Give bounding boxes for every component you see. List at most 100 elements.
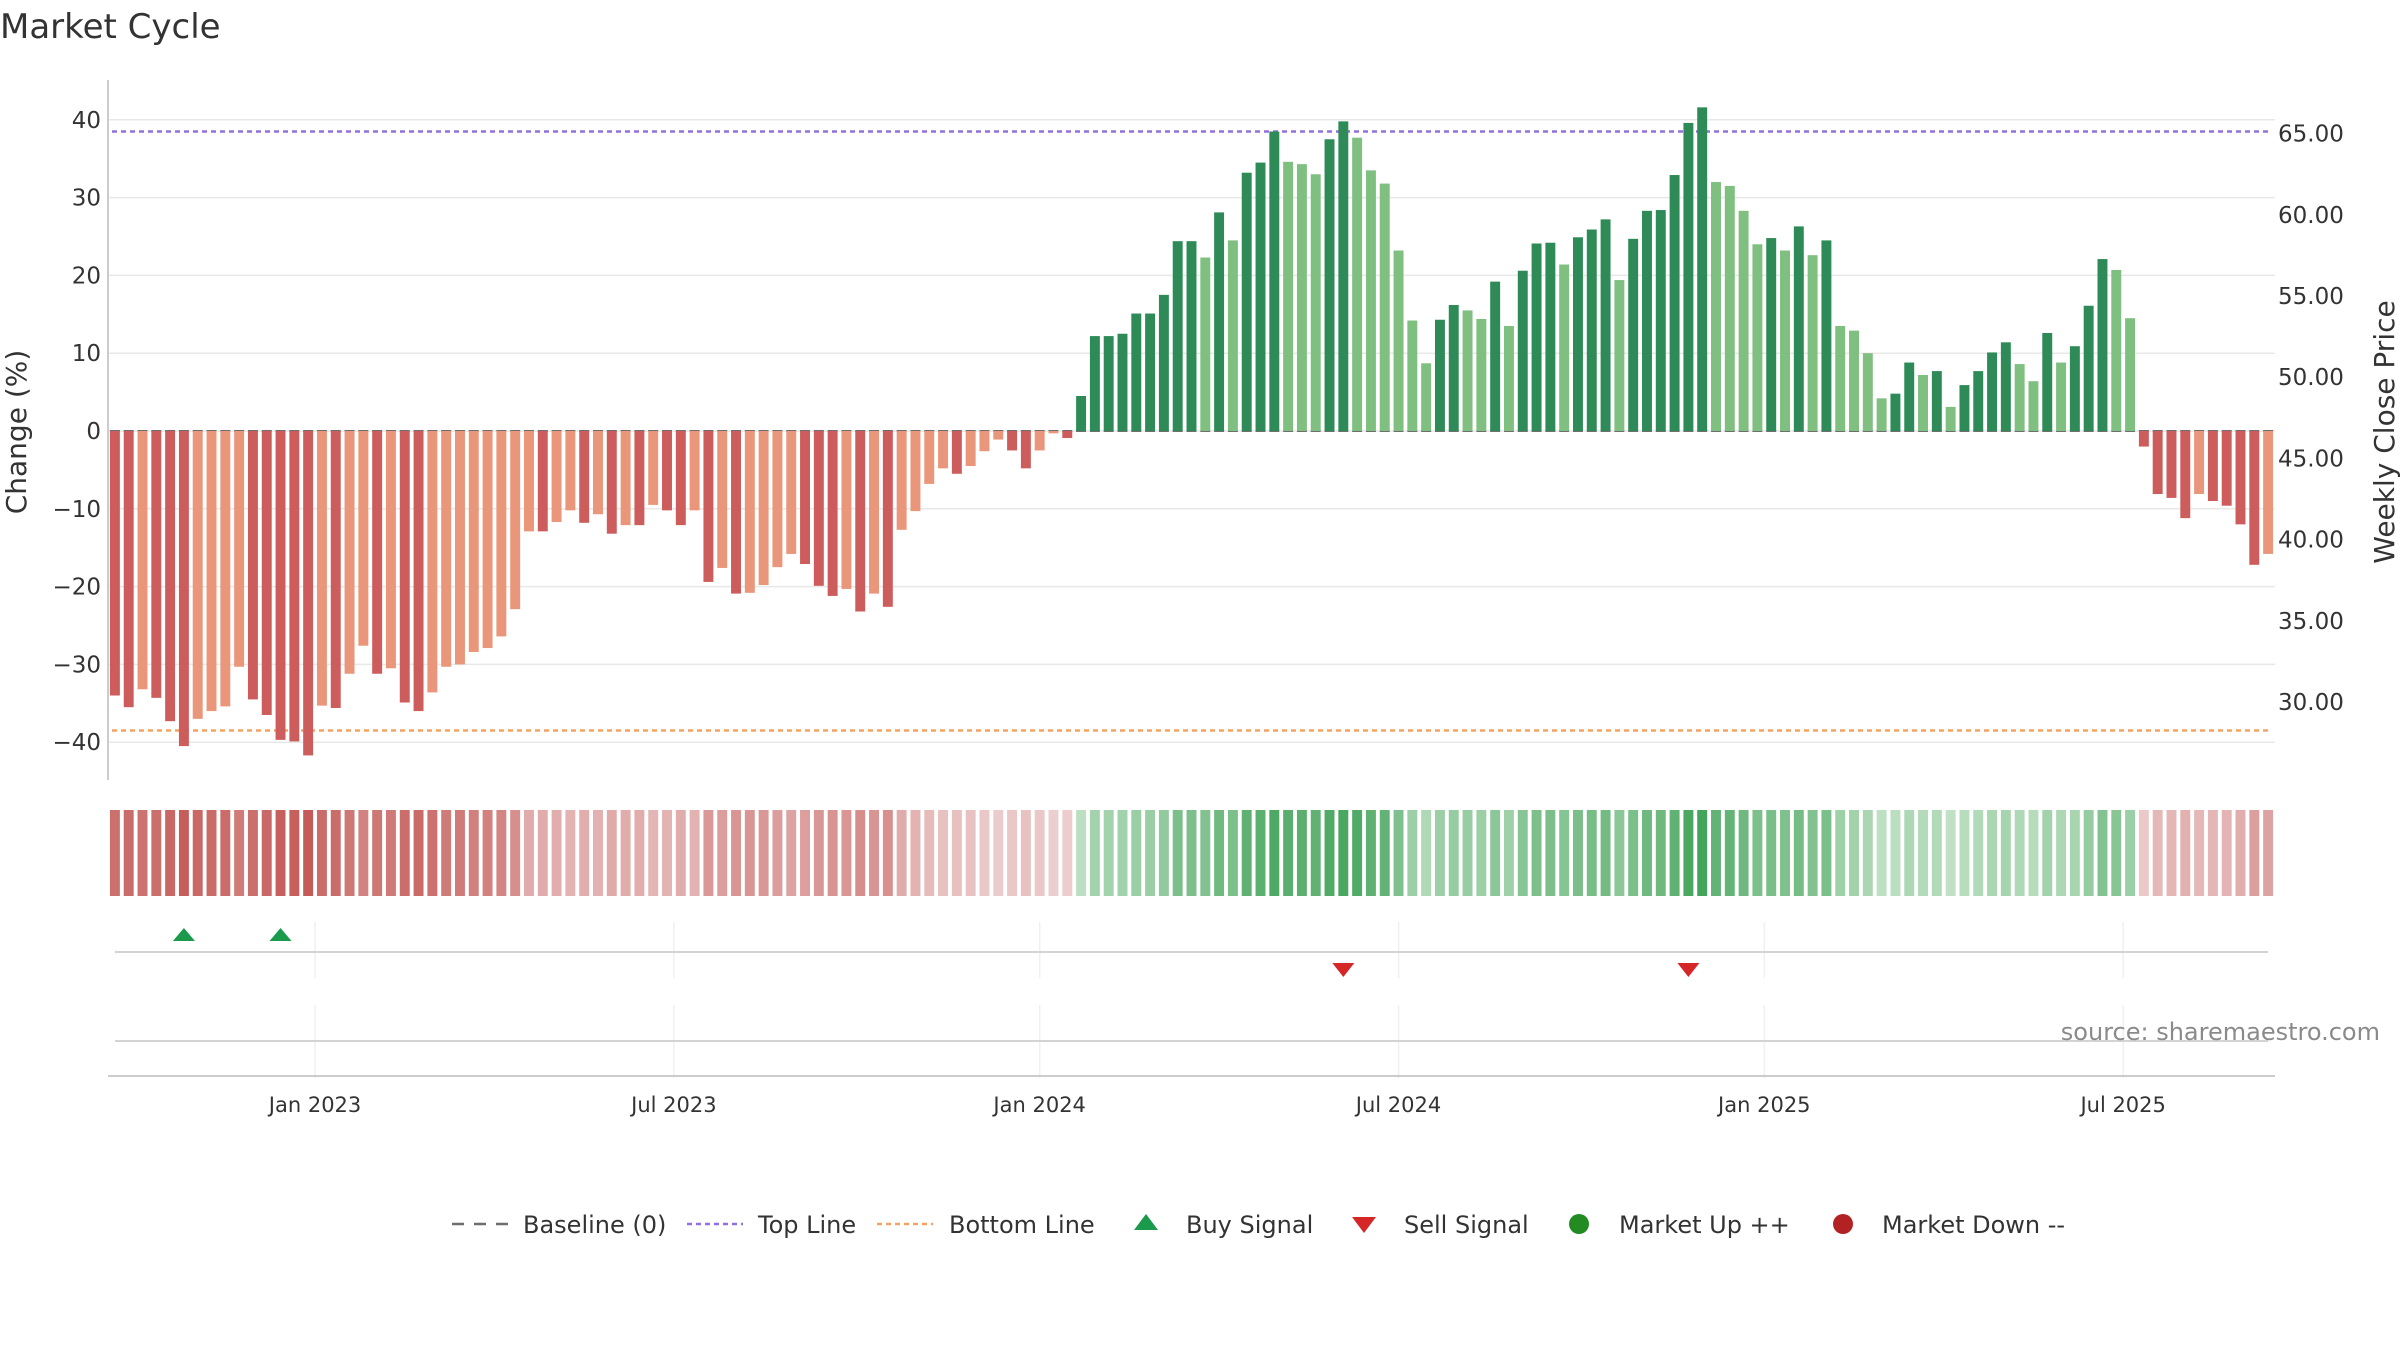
heat-cell — [1241, 810, 1252, 896]
change-bar — [1904, 362, 1915, 431]
heat-cell — [841, 810, 852, 896]
change-bar — [813, 431, 824, 586]
heat-cell — [482, 810, 493, 896]
change-bar — [537, 431, 548, 532]
heat-cell — [2221, 810, 2232, 896]
change-bar — [372, 431, 383, 674]
x-tick-label: Jul 2024 — [1354, 1093, 1441, 1117]
heat-cell — [275, 810, 286, 896]
legend-label: Bottom Line — [949, 1211, 1095, 1239]
change-bar — [1945, 406, 1956, 431]
change-bar — [1076, 395, 1087, 431]
heat-cell — [993, 810, 1004, 896]
sell-signal-marker — [1332, 963, 1355, 977]
heat-cell — [1214, 810, 1225, 896]
heat-cell — [151, 810, 162, 896]
y-axis-ticks: 40 30 20 10 0 −10 −20 −30 −40 — [52, 108, 101, 756]
heat-cell — [1020, 810, 1031, 896]
y-tick-label: 40 — [72, 108, 101, 134]
change-bar — [2097, 259, 2108, 431]
change-bar — [344, 431, 355, 674]
x-axis-ticks: Jan 2023 Jul 2023 Jan 2024 Jul 2024 Jan 2025… — [267, 1093, 2166, 1117]
change-bar — [717, 431, 728, 568]
change-bar — [2014, 364, 2025, 431]
change-bar — [468, 431, 479, 652]
heat-cell — [2083, 810, 2094, 896]
change-bar — [1503, 325, 1514, 431]
change-bar — [1283, 161, 1294, 431]
change-bar — [1200, 257, 1211, 431]
change-bar — [2207, 431, 2218, 502]
change-bar — [1227, 240, 1238, 431]
change-bar — [731, 431, 741, 594]
heat-cell — [1269, 810, 1280, 896]
heat-cell — [1324, 810, 1335, 896]
heat-cell — [786, 810, 797, 896]
change-bar — [1780, 250, 1790, 431]
heat-cell — [1365, 810, 1376, 896]
y-tick-label: 0 — [86, 419, 101, 445]
heat-cell — [924, 810, 935, 896]
change-bar — [1379, 183, 1390, 431]
heat-cell — [551, 810, 562, 896]
heat-cell — [2000, 810, 2011, 896]
legend-dot-swatch — [1833, 1214, 1853, 1234]
change-bar — [109, 431, 120, 696]
heat-cell — [1089, 810, 1100, 896]
change-bar — [496, 431, 507, 637]
change-bar — [1117, 333, 1128, 431]
y-axis-label: Change (%) — [0, 350, 33, 515]
heat-cell — [2097, 810, 2108, 896]
change-bar — [1876, 398, 1887, 431]
heat-cell — [178, 810, 189, 896]
market-heat-strip — [109, 810, 2274, 896]
change-bar — [1987, 352, 1998, 431]
heat-cell — [372, 810, 383, 896]
heat-cell — [2042, 810, 2053, 896]
change-bar — [1697, 107, 1708, 432]
heat-cell — [1283, 810, 1294, 896]
change-bar — [1434, 319, 1445, 431]
change-bar — [1269, 131, 1280, 431]
change-bar — [441, 431, 452, 667]
change-bar — [896, 431, 907, 530]
change-bar — [2042, 332, 2053, 431]
change-bar — [1724, 185, 1735, 431]
heat-cell — [413, 810, 424, 896]
change-bar — [1186, 241, 1197, 431]
change-bar — [1642, 210, 1652, 431]
heat-cell — [1793, 810, 1804, 896]
change-bar — [2056, 362, 2067, 431]
change-bar — [2083, 305, 2094, 431]
heat-cell — [772, 810, 783, 896]
change-bar — [1145, 313, 1156, 431]
heat-cell — [1476, 810, 1487, 896]
change-bar — [1655, 210, 1666, 431]
x-tick-label: Jul 2023 — [629, 1093, 716, 1117]
heat-cell — [606, 810, 617, 896]
heat-cell — [800, 810, 810, 896]
heat-cell — [385, 810, 396, 896]
heat-cell — [565, 810, 576, 896]
change-bar — [662, 431, 672, 511]
change-bar — [1393, 250, 1404, 431]
heat-cell — [1655, 810, 1666, 896]
y-tick-label: −20 — [52, 575, 101, 601]
heat-cell — [896, 810, 907, 896]
legend-sell-swatch — [1352, 1217, 1376, 1233]
heat-cell — [1048, 810, 1059, 896]
heat-cell — [1117, 810, 1128, 896]
change-bar — [1048, 431, 1059, 434]
heat-cell — [1642, 810, 1652, 896]
change-bar — [579, 431, 590, 523]
heat-cell — [1807, 810, 1818, 896]
change-bar — [620, 431, 631, 526]
heat-cell — [1517, 810, 1528, 896]
heat-cell — [330, 810, 341, 896]
heat-cell — [689, 810, 700, 896]
heat-cell — [123, 810, 134, 896]
heat-cell — [2207, 810, 2218, 896]
y2-tick-label: 45.00 — [2278, 446, 2344, 472]
y2-tick-label: 35.00 — [2278, 609, 2344, 635]
change-bar — [551, 431, 562, 523]
